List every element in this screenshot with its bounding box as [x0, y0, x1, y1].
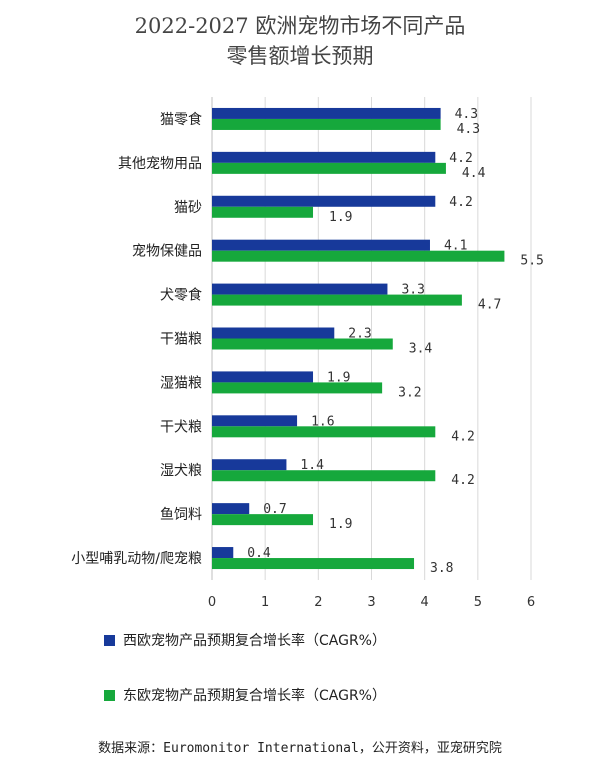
category-label: 小型哺乳动物/爬宠粮	[71, 551, 202, 567]
x-tick-label: 2	[314, 595, 322, 610]
data-label-west: 2.3	[348, 327, 371, 342]
data-label-east: 3.2	[398, 385, 421, 400]
data-label-west: 0.4	[247, 546, 271, 561]
chart-title-line1: 2022-2027 欧洲宠物市场不同产品	[134, 14, 466, 38]
category-label: 湿犬粮	[160, 463, 202, 479]
legend-label-east: 东欧宠物产品预期复合增长率（CAGR%）	[123, 688, 386, 704]
x-tick-label: 6	[527, 595, 535, 610]
bar-west	[212, 371, 314, 383]
bar-west	[212, 239, 430, 251]
bar-east	[212, 426, 436, 438]
bar-west	[212, 503, 250, 515]
legend-item-east: 东欧宠物产品预期复合增长率（CAGR%）	[104, 685, 386, 705]
data-label-west: 4.2	[449, 151, 472, 166]
data-label-west: 4.2	[449, 195, 472, 210]
legend-item-west: 西欧宠物产品预期复合增长率（CAGR%）	[104, 630, 386, 650]
bar-west	[212, 151, 436, 163]
legend-label-west: 西欧宠物产品预期复合增长率（CAGR%）	[123, 633, 386, 649]
data-label-east: 1.9	[329, 517, 352, 532]
x-tick-label: 3	[367, 595, 375, 610]
source-note: 数据来源：Euromonitor International，公开资料，亚宠研究…	[0, 737, 600, 756]
data-label-west: 3.3	[401, 283, 424, 298]
bar-east	[212, 250, 505, 262]
bar-west	[212, 195, 436, 207]
bar-west	[212, 107, 441, 119]
bar-east	[212, 338, 393, 350]
bar-east	[212, 470, 436, 482]
category-label: 猫零食	[160, 111, 202, 128]
data-label-east: 4.2	[451, 473, 474, 488]
data-label-west: 4.1	[444, 239, 467, 254]
data-label-west: 1.6	[311, 414, 334, 429]
category-label: 鱼饲料	[160, 506, 202, 523]
bar-west	[212, 547, 234, 559]
data-label-west: 0.7	[263, 502, 286, 517]
data-label-west: 1.9	[327, 370, 350, 385]
data-label-east: 4.7	[478, 298, 501, 313]
x-tick-label: 0	[208, 595, 216, 610]
data-label-west: 4.3	[455, 107, 478, 122]
bar-east	[212, 162, 446, 174]
bar-east	[212, 558, 415, 570]
data-label-east: 4.4	[462, 166, 486, 181]
data-label-east: 5.5	[520, 254, 543, 269]
chart-title-line2: 零售额增长预期	[226, 44, 374, 68]
legend-swatch-east	[104, 689, 115, 701]
source-label: 数据来源：	[98, 741, 164, 756]
bar-east	[212, 206, 314, 218]
bar-east	[212, 514, 314, 526]
bar-east	[212, 382, 383, 394]
bar-west	[212, 415, 298, 427]
category-label: 干猫粮	[160, 332, 202, 348]
category-label: 干犬粮	[160, 419, 202, 435]
x-tick-label: 5	[474, 595, 482, 610]
data-label-east: 4.2	[451, 429, 474, 444]
source-text: Euromonitor International，公开资料，亚宠研究院	[163, 741, 502, 756]
category-label: 猫砂	[174, 200, 202, 216]
bar-east	[212, 118, 441, 130]
category-label: 宠物保健品	[132, 244, 202, 260]
category-label: 其他宠物用品	[118, 156, 202, 172]
x-tick-label: 4	[421, 595, 429, 610]
category-label: 湿猫粮	[160, 375, 202, 391]
x-tick-label: 1	[261, 595, 269, 610]
category-label: 犬零食	[160, 287, 202, 304]
bar-west	[212, 283, 388, 295]
bar-west	[212, 459, 287, 471]
legend-swatch-west	[104, 634, 115, 646]
bar-east	[212, 294, 462, 306]
data-label-east: 1.9	[329, 210, 352, 225]
data-label-east: 3.4	[409, 342, 433, 357]
data-label-east: 3.8	[430, 561, 453, 576]
bar-west	[212, 327, 335, 339]
data-label-east: 4.3	[457, 122, 480, 137]
data-label-west: 1.4	[300, 458, 324, 473]
